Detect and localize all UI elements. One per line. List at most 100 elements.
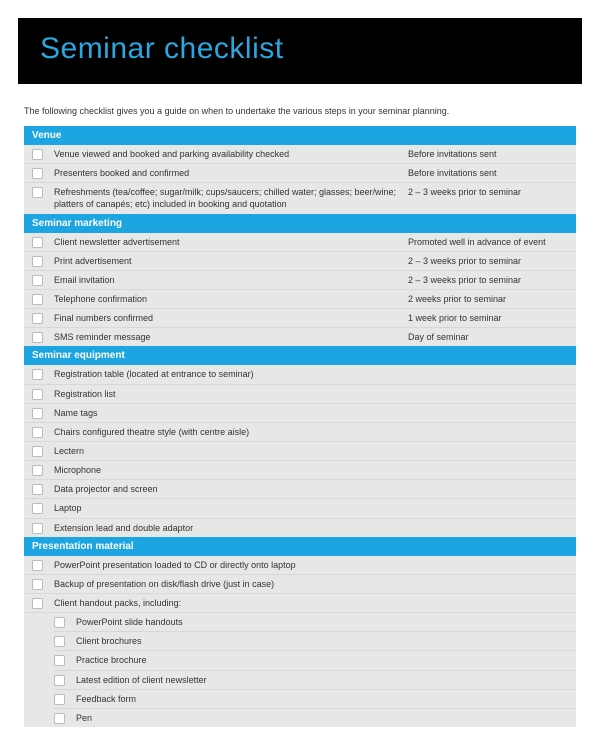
- checkbox[interactable]: [54, 655, 65, 666]
- item-timing: 2 weeks prior to seminar: [408, 293, 568, 305]
- item-text: PowerPoint presentation loaded to CD or …: [54, 559, 408, 571]
- subitem-text: PowerPoint slide handouts: [76, 616, 568, 628]
- sub-row: Practice brochure: [54, 651, 576, 670]
- subitem-text: Pen: [76, 712, 568, 724]
- checkbox-wrap: [54, 654, 76, 666]
- checkbox[interactable]: [32, 389, 43, 400]
- item-text: Registration list: [54, 388, 408, 400]
- checkbox-wrap: [54, 674, 76, 686]
- checkbox[interactable]: [32, 465, 43, 476]
- checkbox-wrap: [32, 388, 54, 400]
- subitem-text: Feedback form: [76, 693, 568, 705]
- checkbox[interactable]: [54, 675, 65, 686]
- checkbox[interactable]: [32, 256, 43, 267]
- checkbox[interactable]: [54, 694, 65, 705]
- checkbox-wrap: [32, 445, 54, 457]
- checkbox-wrap: [32, 186, 54, 198]
- sub-row: Latest edition of client newsletter: [54, 671, 576, 690]
- checkbox-wrap: [32, 293, 54, 305]
- section-rows: Client newsletter advertisementPromoted …: [24, 233, 576, 347]
- checklist-row: Email invitation2 – 3 weeks prior to sem…: [24, 271, 576, 290]
- item-text: Registration table (located at entrance …: [54, 368, 408, 380]
- checklist-row: Registration list: [24, 385, 576, 404]
- checkbox[interactable]: [32, 427, 43, 438]
- checkbox[interactable]: [32, 484, 43, 495]
- checklist-row: PowerPoint presentation loaded to CD or …: [24, 556, 576, 575]
- item-text: Final numbers confirmed: [54, 312, 408, 324]
- checkbox-wrap: [32, 236, 54, 248]
- checklist-row: Venue viewed and booked and parking avai…: [24, 145, 576, 164]
- checkbox[interactable]: [32, 149, 43, 160]
- checkbox[interactable]: [32, 579, 43, 590]
- checklist-row: Client newsletter advertisementPromoted …: [24, 233, 576, 252]
- checklist-row: Lectern: [24, 442, 576, 461]
- checkbox-wrap: [32, 148, 54, 160]
- checklist-row: Client handout packs, including:: [24, 594, 576, 613]
- page-header: Seminar checklist: [18, 18, 582, 84]
- checkbox-wrap: [32, 578, 54, 590]
- checkbox[interactable]: [32, 560, 43, 571]
- checkbox[interactable]: [32, 408, 43, 419]
- checkbox-wrap: [32, 331, 54, 343]
- section-rows: Registration table (located at entrance …: [24, 365, 576, 536]
- item-text: Email invitation: [54, 274, 408, 286]
- checklist-row: Presenters booked and confirmedBefore in…: [24, 164, 576, 183]
- checkbox[interactable]: [32, 369, 43, 380]
- section-header: Seminar marketing: [24, 214, 576, 233]
- checkbox-wrap: [54, 693, 76, 705]
- checklist-row: Refreshments (tea/coffee; sugar/milk; cu…: [24, 183, 576, 213]
- item-text: Backup of presentation on disk/flash dri…: [54, 578, 408, 590]
- checklist-row: Data projector and screen: [24, 480, 576, 499]
- checkbox[interactable]: [54, 617, 65, 628]
- item-text: Client newsletter advertisement: [54, 236, 408, 248]
- item-text: SMS reminder message: [54, 331, 408, 343]
- checkbox-wrap: [54, 712, 76, 724]
- checkbox-wrap: [32, 368, 54, 380]
- item-timing: 1 week prior to seminar: [408, 312, 568, 324]
- item-text: Microphone: [54, 464, 408, 476]
- checkbox-wrap: [32, 255, 54, 267]
- item-timing: Before invitations sent: [408, 148, 568, 160]
- checkbox[interactable]: [32, 332, 43, 343]
- checkbox[interactable]: [54, 713, 65, 724]
- item-timing: Day of seminar: [408, 331, 568, 343]
- item-timing: 2 – 3 weeks prior to seminar: [408, 274, 568, 286]
- checkbox-wrap: [32, 464, 54, 476]
- subitem-text: Client brochures: [76, 635, 568, 647]
- checkbox[interactable]: [32, 313, 43, 324]
- checkbox-wrap: [32, 312, 54, 324]
- checkbox[interactable]: [32, 503, 43, 514]
- checklist-row: Extension lead and double adaptor: [24, 519, 576, 537]
- section-rows: PowerPoint presentation loaded to CD or …: [24, 556, 576, 727]
- item-text: Print advertisement: [54, 255, 408, 267]
- checkbox[interactable]: [32, 294, 43, 305]
- sub-row: PowerPoint slide handouts: [54, 613, 576, 632]
- checkbox[interactable]: [32, 237, 43, 248]
- checkbox-wrap: [54, 616, 76, 628]
- checkbox[interactable]: [32, 523, 43, 534]
- item-timing: 2 – 3 weeks prior to seminar: [408, 186, 568, 198]
- checklist-row: Laptop: [24, 499, 576, 518]
- item-text: Data projector and screen: [54, 483, 408, 495]
- item-text: Telephone confirmation: [54, 293, 408, 305]
- item-text: Lectern: [54, 445, 408, 457]
- sub-row: Feedback form: [54, 690, 576, 709]
- checkbox-wrap: [32, 483, 54, 495]
- checkbox[interactable]: [32, 598, 43, 609]
- checkbox[interactable]: [32, 275, 43, 286]
- checkbox-wrap: [32, 522, 54, 534]
- item-text: Client handout packs, including:: [54, 597, 408, 609]
- item-timing: Promoted well in advance of event: [408, 236, 568, 248]
- checkbox[interactable]: [54, 636, 65, 647]
- checklist-row: Registration table (located at entrance …: [24, 365, 576, 384]
- checklist-row: Chairs configured theatre style (with ce…: [24, 423, 576, 442]
- checkbox[interactable]: [32, 187, 43, 198]
- checklist-row: Name tags: [24, 404, 576, 423]
- checkbox-wrap: [32, 407, 54, 419]
- item-text: Refreshments (tea/coffee; sugar/milk; cu…: [54, 186, 408, 210]
- checkbox[interactable]: [32, 168, 43, 179]
- intro-text: The following checklist gives you a guid…: [24, 106, 576, 116]
- item-timing: Before invitations sent: [408, 167, 568, 179]
- checkbox-wrap: [32, 502, 54, 514]
- checkbox[interactable]: [32, 446, 43, 457]
